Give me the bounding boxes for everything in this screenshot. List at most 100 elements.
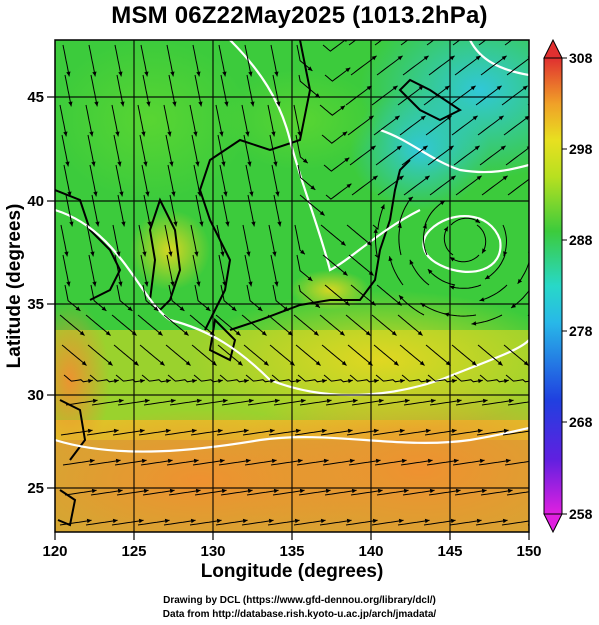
- streamline: [476, 224, 487, 254]
- streamline: [191, 134, 199, 167]
- streamline: [61, 344, 87, 366]
- streamline-arrowhead: [222, 398, 228, 404]
- streamline: [194, 74, 202, 107]
- streamline: [346, 224, 372, 246]
- streamline: [321, 344, 347, 366]
- streamline: [351, 399, 384, 406]
- streamline-arrowhead: [498, 115, 504, 121]
- streamline-arrowhead: [81, 360, 87, 366]
- streamline: [374, 228, 379, 259]
- streamline-arrowhead: [248, 71, 253, 77]
- streamline-arrowhead: [263, 360, 269, 366]
- streamline: [163, 314, 189, 336]
- streamline: [345, 314, 371, 336]
- streamline-arrowhead: [242, 518, 248, 524]
- streamline: [270, 44, 278, 77]
- streamline-arrowhead: [196, 281, 201, 287]
- streamline-arrowhead: [313, 330, 319, 336]
- streamline: [113, 134, 121, 167]
- streamline-arrowhead: [116, 251, 121, 257]
- streamline-arrowhead: [86, 518, 92, 524]
- streamline-arrowhead: [419, 360, 425, 366]
- streamline: [272, 489, 305, 496]
- streamline-arrowhead: [445, 360, 451, 366]
- streamline: [377, 399, 410, 406]
- streamline-arrowhead: [223, 191, 228, 197]
- streamline-arrowhead: [502, 518, 508, 524]
- streamline-arrowhead: [115, 458, 121, 464]
- streamline: [324, 67, 351, 82]
- streamline: [245, 164, 253, 197]
- streamline-arrowhead: [121, 221, 126, 227]
- streamline: [319, 104, 346, 116]
- streamline-arrowhead: [418, 85, 424, 91]
- streamline: [62, 44, 70, 77]
- streamline: [137, 314, 163, 336]
- streamline: [168, 74, 176, 107]
- streamline-arrowhead: [67, 191, 72, 197]
- colorbar-scale: [543, 57, 563, 515]
- streamline-arrowhead: [297, 131, 302, 137]
- streamline-arrowhead: [344, 157, 350, 163]
- streamline: [372, 204, 385, 231]
- streamline: [502, 224, 508, 257]
- streamline-arrowhead: [348, 378, 353, 384]
- streamline-arrowhead: [191, 428, 197, 434]
- streamline: [142, 489, 175, 496]
- streamline-arrowhead: [481, 488, 487, 494]
- streamline: [348, 459, 381, 466]
- streamline: [192, 459, 225, 466]
- streamline-arrowhead: [294, 518, 300, 524]
- streamline: [241, 519, 274, 526]
- streamline: [429, 399, 462, 406]
- streamline: [114, 254, 122, 287]
- streamline: [429, 175, 456, 196]
- streamline: [505, 147, 529, 166]
- streamline: [189, 519, 222, 526]
- streamline-arrowhead: [219, 131, 224, 137]
- streamline-arrowhead: [471, 321, 477, 326]
- streamline: [60, 224, 68, 257]
- streamline-arrowhead: [479, 297, 485, 302]
- streamline: [298, 74, 321, 99]
- streamline-arrowhead: [196, 398, 202, 404]
- streamline: [450, 217, 481, 226]
- streamline-arrowhead: [198, 101, 203, 107]
- streamline: [505, 374, 529, 383]
- streamline-arrowhead: [388, 256, 393, 262]
- streamline: [60, 429, 93, 436]
- streamline-arrowhead: [340, 105, 346, 111]
- streamline-arrowhead: [173, 221, 178, 227]
- streamline-arrowhead: [365, 330, 371, 336]
- streamline-arrowhead: [141, 458, 147, 464]
- streamline-arrowhead: [144, 398, 150, 404]
- streamline-arrowhead: [456, 398, 462, 404]
- streamline-arrowhead: [120, 101, 125, 107]
- streamline: [324, 489, 357, 496]
- streamline: [165, 134, 173, 167]
- streamline-arrowhead: [315, 303, 320, 308]
- streamline: [116, 489, 149, 496]
- streamline: [242, 429, 275, 436]
- streamline: [65, 194, 73, 227]
- streamline-arrowhead: [287, 330, 293, 336]
- streamline: [137, 519, 170, 526]
- streamline-arrowhead: [351, 488, 357, 494]
- streamline: [449, 85, 476, 106]
- streamline-arrowhead: [221, 161, 226, 167]
- streamline: [403, 175, 430, 196]
- streamline-arrowhead: [167, 458, 173, 464]
- streamline: [471, 314, 503, 325]
- streamline: [62, 254, 70, 287]
- streamline: [399, 115, 426, 136]
- streamline-arrowhead: [166, 378, 171, 384]
- streamline: [426, 40, 435, 46]
- streamline: [220, 74, 228, 107]
- streamline-arrowhead: [450, 175, 456, 181]
- streamline: [424, 200, 446, 226]
- streamline-arrowhead: [261, 330, 267, 336]
- streamline-arrowhead: [455, 488, 461, 494]
- streamline: [246, 489, 279, 496]
- streamline-arrowhead: [370, 26, 375, 30]
